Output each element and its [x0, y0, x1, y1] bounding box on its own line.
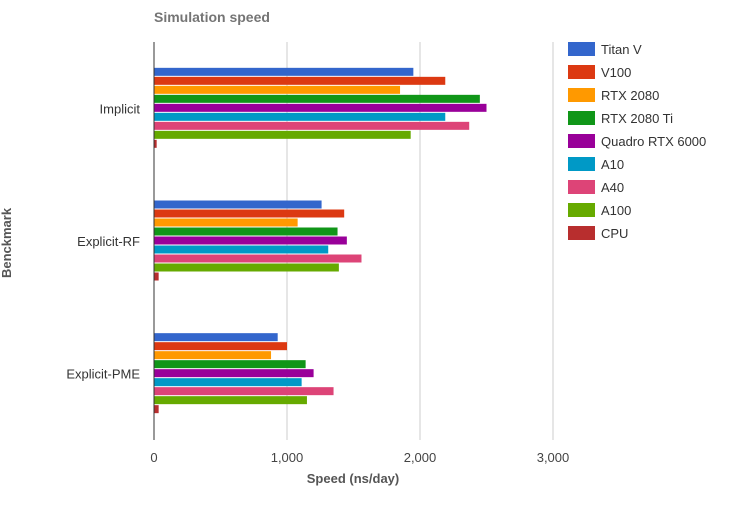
bar[interactable] — [154, 245, 329, 254]
legend-swatch[interactable] — [568, 157, 595, 171]
legend-swatch[interactable] — [568, 65, 595, 79]
category-labels: Implicit Explicit-RF Explicit-PME — [66, 101, 140, 381]
category-label: Explicit-PME — [66, 367, 140, 382]
legend-label[interactable]: A100 — [601, 203, 631, 218]
bar[interactable] — [154, 103, 487, 112]
x-tick-label: 2,000 — [404, 450, 437, 465]
legend[interactable]: Titan V V100 RTX 2080 RTX 2080 Ti Quadro RTX… — [568, 42, 706, 241]
bar[interactable] — [154, 67, 414, 76]
bar[interactable] — [154, 405, 159, 414]
bar[interactable] — [154, 387, 334, 396]
bars — [154, 67, 487, 414]
x-tick-label: 0 — [150, 450, 157, 465]
legend-swatch[interactable] — [568, 203, 595, 217]
bar[interactable] — [154, 342, 287, 351]
legend-label[interactable]: RTX 2080 Ti — [601, 111, 673, 126]
legend-swatch[interactable] — [568, 134, 595, 148]
bar[interactable] — [154, 218, 298, 227]
chart-title: Simulation speed — [154, 9, 270, 25]
legend-label[interactable]: A40 — [601, 180, 624, 195]
bar[interactable] — [154, 227, 338, 236]
legend-swatch[interactable] — [568, 42, 595, 56]
bar[interactable] — [154, 351, 272, 360]
x-axis-title: Speed (ns/day) — [307, 471, 399, 486]
legend-swatch[interactable] — [568, 88, 595, 102]
bar[interactable] — [154, 209, 345, 218]
x-tick-label: 1,000 — [271, 450, 304, 465]
legend-swatch[interactable] — [568, 111, 595, 125]
bar[interactable] — [154, 76, 446, 85]
legend-swatch[interactable] — [568, 180, 595, 194]
bar[interactable] — [154, 254, 362, 263]
category-label: Implicit — [100, 101, 141, 116]
bar[interactable] — [154, 121, 470, 130]
x-tick-label: 3,000 — [537, 450, 570, 465]
bar[interactable] — [154, 378, 302, 387]
bar[interactable] — [154, 333, 278, 342]
legend-label[interactable]: RTX 2080 — [601, 88, 659, 103]
legend-label[interactable]: Quadro RTX 6000 — [601, 134, 706, 149]
legend-label[interactable]: V100 — [601, 65, 631, 80]
bar[interactable] — [154, 94, 480, 103]
bar[interactable] — [154, 263, 339, 272]
x-tick-labels: 0 1,000 2,000 3,000 — [150, 450, 569, 465]
y-axis-title: Benckmark — [0, 207, 14, 278]
bar[interactable] — [154, 200, 322, 209]
bar[interactable] — [154, 130, 411, 139]
bar[interactable] — [154, 360, 306, 369]
bar[interactable] — [154, 139, 157, 148]
bar[interactable] — [154, 272, 159, 281]
legend-label[interactable]: CPU — [601, 226, 628, 241]
bar[interactable] — [154, 85, 401, 94]
legend-swatch[interactable] — [568, 226, 595, 240]
bar[interactable] — [154, 369, 314, 378]
legend-label[interactable]: Titan V — [601, 42, 642, 57]
legend-label[interactable]: A10 — [601, 157, 624, 172]
bar[interactable] — [154, 112, 446, 121]
category-label: Explicit-RF — [77, 234, 140, 249]
bar[interactable] — [154, 396, 307, 405]
bar[interactable] — [154, 236, 347, 245]
